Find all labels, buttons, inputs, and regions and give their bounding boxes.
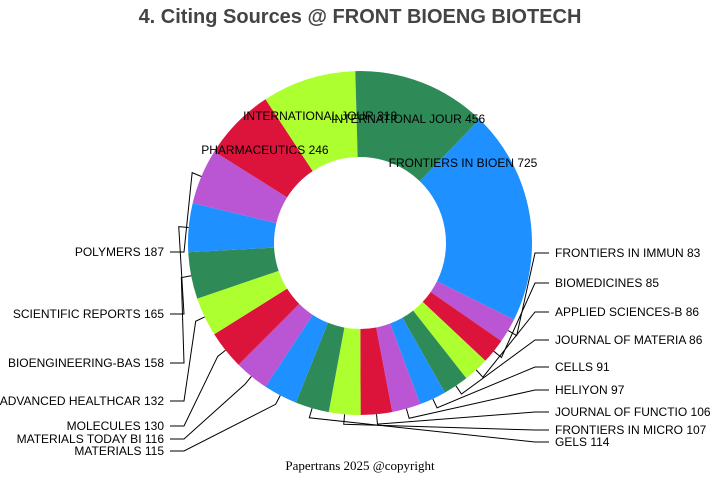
- slice-13: [197, 270, 288, 335]
- slice-label-12: MOLECULES 130: [67, 419, 165, 433]
- slice-17: [214, 99, 313, 198]
- leader-line-7: [376, 411, 549, 425]
- copyright-footer: Papertrans 2025 @copyright: [285, 458, 435, 473]
- slice-11: [238, 303, 313, 387]
- slice-label-9: GELS 114: [555, 435, 610, 449]
- slice-label-6: HELIYON 97: [555, 383, 625, 397]
- slice-label-11: MATERIALS TODAY BI 116: [17, 432, 165, 446]
- slice-6: [376, 323, 421, 412]
- slice-label-4: JOURNAL OF MATERIA 86: [555, 333, 703, 347]
- leader-line-14: [170, 275, 192, 364]
- slice-label-3: APPLIED SCIENCES-B 86: [555, 305, 699, 319]
- slices-group: [188, 71, 532, 415]
- slice-2: [422, 291, 502, 361]
- slice-15: [188, 203, 277, 253]
- leader-line-2: [493, 282, 549, 359]
- slice-label-5: CELLS 91: [555, 360, 610, 374]
- slice-label-0: FRONTIERS IN BIOEN 725: [389, 156, 538, 170]
- slice-9: [295, 322, 345, 413]
- leader-line-16: [170, 171, 202, 253]
- leader-line-12: [170, 349, 226, 427]
- leader-line-9: [308, 408, 549, 443]
- slice-label-8: FRONTIERS IN MICRO 107: [555, 423, 707, 437]
- slice-label-2: BIOMEDICINES 85: [555, 276, 659, 290]
- leader-line-5: [432, 366, 549, 409]
- slice-label-19: INTERNATIONAL JOUR 456: [331, 112, 485, 126]
- slice-1: [430, 281, 515, 341]
- leader-line-6: [405, 389, 549, 419]
- slice-label-17: PHARMACEUTICS 246: [201, 143, 329, 157]
- labels-group: FRONTIERS IN BIOEN 725 PHARMACEUTICS 246 I…: [0, 109, 711, 458]
- leader-line-11: [170, 376, 252, 440]
- slice-label-7: JOURNAL OF FUNCTIO 106: [555, 405, 711, 419]
- chart-title: 4. Citing Sources @ FRONT BIOENG BIOTECH: [138, 6, 582, 28]
- slice-label-14: BIOENGINEERING-BAS 158: [8, 356, 164, 370]
- slice-19: [355, 71, 480, 182]
- leader-line-3: [475, 311, 549, 379]
- leader-line-15: [170, 226, 189, 315]
- slice-3: [413, 301, 486, 379]
- slice-5: [390, 317, 445, 405]
- slice-4: [402, 310, 467, 393]
- slice-8: [328, 327, 361, 415]
- leader-line-8: [343, 414, 549, 431]
- slice-label-16: POLYMERS 187: [75, 245, 164, 259]
- slice-label-1: FRONTIERS IN IMMUN 83: [555, 246, 701, 260]
- slice-14: [188, 247, 279, 299]
- leader-line-4: [455, 339, 549, 395]
- slice-7: [360, 327, 393, 415]
- slice-label-15: SCIENTIFIC REPORTS 165: [13, 307, 164, 321]
- slice-10: [265, 314, 328, 403]
- slice-label-10: MATERIALS 115: [74, 444, 164, 458]
- slice-12: [214, 288, 300, 365]
- leader-line-13: [170, 316, 205, 402]
- slice-label-18: INTERNATIONAL JOUR 318: [243, 109, 397, 123]
- slice-16: [192, 151, 288, 224]
- slice-label-13: ADVANCED HEALTHCAR 132: [0, 394, 164, 408]
- slice-18: [265, 71, 358, 172]
- leader-line-10: [170, 395, 281, 452]
- slice-0: [419, 119, 532, 320]
